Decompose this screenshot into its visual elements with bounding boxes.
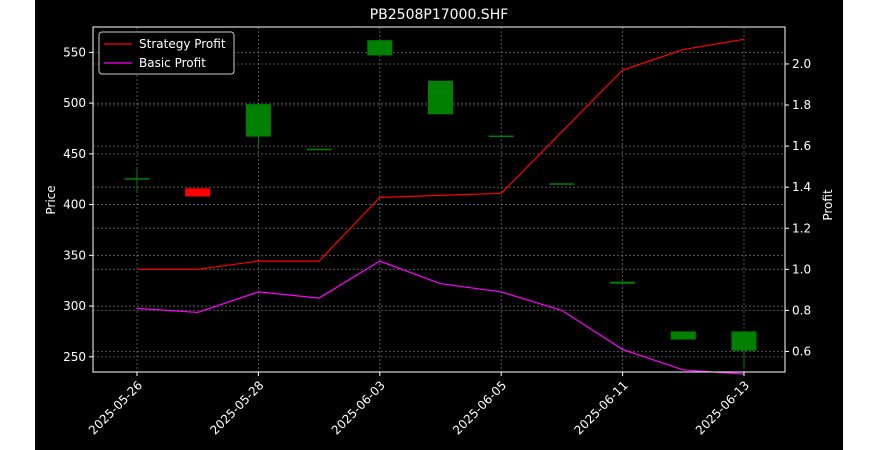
y-tick-label-right: 1.8 bbox=[792, 98, 811, 112]
series-line-basic bbox=[136, 260, 745, 375]
y-tick-label-left: 500 bbox=[63, 96, 86, 110]
y-tick-label-left: 250 bbox=[63, 350, 86, 364]
legend-label-basic: Basic Profit bbox=[139, 56, 206, 70]
plot-frame bbox=[92, 26, 786, 373]
candle-body bbox=[731, 331, 757, 351]
candle-body bbox=[670, 331, 696, 340]
candle-body bbox=[549, 183, 575, 185]
y-tick-label-right: 1.2 bbox=[792, 221, 811, 235]
candles bbox=[124, 40, 757, 367]
y-tick-label-right: 0.8 bbox=[792, 303, 811, 317]
candle-body bbox=[610, 281, 636, 284]
y-tick-label-right: 1.4 bbox=[792, 180, 811, 194]
right-y-axis: 0.6 0.8 1.0 1.2 1.4 1.6 1.8 2.0 bbox=[785, 57, 811, 358]
y-tick-label-left: 300 bbox=[63, 299, 86, 313]
y-tick-label-right: 1.0 bbox=[792, 262, 811, 276]
candle-body bbox=[488, 135, 514, 138]
y-tick-label-left: 350 bbox=[63, 248, 86, 262]
legend-box bbox=[98, 31, 235, 75]
right-axis-title: Profit bbox=[821, 189, 835, 221]
left-axis-title: Price bbox=[44, 185, 58, 214]
profit-lines bbox=[136, 38, 745, 375]
candle-body bbox=[245, 104, 271, 137]
legend-label-strategy: Strategy Profit bbox=[139, 37, 226, 51]
y-tick-label-right: 0.6 bbox=[792, 344, 811, 358]
candle-body bbox=[124, 178, 150, 180]
legend: Strategy Profit Basic Profit bbox=[98, 31, 235, 75]
y-tick-label-left: 550 bbox=[63, 45, 86, 59]
candle-body bbox=[185, 188, 211, 197]
candle-body bbox=[428, 80, 453, 115]
grid bbox=[93, 27, 785, 372]
y-tick-label-right: 1.6 bbox=[792, 139, 811, 153]
chart-title: PB2508P17000.SHF bbox=[370, 7, 509, 23]
y-tick-label-left: 400 bbox=[63, 198, 86, 212]
candle-body bbox=[306, 148, 332, 151]
y-tick-label-right: 2.0 bbox=[792, 57, 811, 71]
y-tick-label-left: 450 bbox=[63, 147, 86, 161]
left-y-axis: 250 300 350 400 450 500 550 bbox=[63, 45, 93, 364]
candle-body bbox=[367, 40, 393, 56]
figure-background bbox=[35, 0, 843, 450]
series-line-strategy bbox=[137, 38, 745, 270]
